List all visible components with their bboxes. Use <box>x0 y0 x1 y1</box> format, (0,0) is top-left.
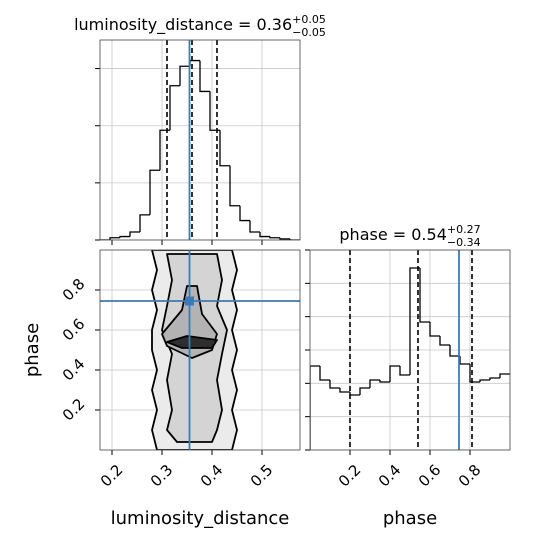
histogram-step <box>469 364 480 383</box>
histogram-step <box>109 237 120 240</box>
histogram-step <box>419 268 430 323</box>
title-main: phase = 0.54 <box>339 225 446 244</box>
histogram-step <box>139 214 150 232</box>
histogram-step <box>389 365 400 382</box>
x-tick-label: 0.2 <box>335 461 365 491</box>
contour <box>166 335 218 349</box>
grid <box>100 40 300 240</box>
frame <box>99 249 301 451</box>
panel-title: phase = 0.54+0.27 −0.34 <box>339 223 480 249</box>
y-tick-label: 0.2 <box>59 395 89 425</box>
histogram-step <box>329 380 340 389</box>
histogram-step <box>479 379 490 382</box>
histogram-step <box>379 380 390 383</box>
histogram-step <box>119 235 130 238</box>
histogram-step <box>239 205 250 222</box>
x-tick-label: 0.6 <box>415 461 445 491</box>
frame <box>99 39 301 241</box>
histogram-step <box>339 388 350 393</box>
histogram-step <box>489 377 500 380</box>
histogram-step <box>409 267 420 375</box>
y-tick-label: 0.6 <box>59 315 89 345</box>
plot-area <box>310 250 510 450</box>
title-main: luminosity_distance = 0.36 <box>74 15 292 35</box>
histogram-step <box>209 91 220 131</box>
histogram-step <box>449 345 460 357</box>
histogram-step <box>269 236 280 239</box>
histogram-step <box>319 366 330 381</box>
x-tick-label: 0.2 <box>97 461 127 491</box>
x-tick-label: 0.3 <box>147 461 177 491</box>
panel-title: luminosity_distance = 0.36+0.05 −0.05 <box>74 13 326 39</box>
plot-area <box>100 250 300 450</box>
histogram-step <box>129 231 140 237</box>
y-axis-label: phase <box>22 323 43 377</box>
histogram-step <box>179 65 190 86</box>
truth-marker <box>185 296 194 306</box>
histogram-step <box>349 392 360 396</box>
histogram-step <box>289 238 300 240</box>
histogram-step <box>249 220 260 233</box>
histogram-step <box>169 85 180 131</box>
x-axis-label: luminosity_distance <box>111 508 290 529</box>
y-tick-label: 0.4 <box>59 355 89 385</box>
y-tick-label: 0.8 <box>59 275 89 305</box>
title-sub: −0.05 <box>292 26 326 39</box>
plot-area <box>100 40 300 240</box>
panel: luminosity_distance = 0.36+0.05 −0.05 <box>74 13 326 245</box>
histogram-step <box>259 232 270 238</box>
histogram-step <box>279 237 290 240</box>
x-tick-label: 0.4 <box>375 461 405 491</box>
histogram-step <box>229 165 240 207</box>
x-tick-label: 0.4 <box>197 461 227 491</box>
title-sup: +0.05 <box>292 13 326 26</box>
histogram-step <box>369 379 380 388</box>
histogram-step <box>439 336 450 346</box>
panel: 0.2 0.4 0.6 0.8 phase = 0.54+0.27 −0.34 phase <box>305 223 511 529</box>
title-sup: +0.27 <box>447 223 481 236</box>
panel: 0.2 0.3 0.4 0.5 0.2 0.4 0.6 0.8 luminosity_dista… <box>22 249 301 529</box>
histogram-step <box>499 373 510 378</box>
x-axis-label: phase <box>383 508 437 529</box>
x-tick-label: 0.8 <box>455 461 485 491</box>
histogram-step <box>429 322 440 337</box>
frame <box>309 249 511 451</box>
histogram-step <box>199 60 210 93</box>
title-sub: −0.34 <box>447 236 481 249</box>
x-tick-label: 0.5 <box>247 461 277 491</box>
histogram-step <box>359 387 370 395</box>
histogram-step <box>219 130 230 167</box>
histogram-step <box>399 366 410 376</box>
histogram-step <box>459 356 470 365</box>
histogram-step <box>149 169 160 215</box>
histogram-step <box>159 129 170 171</box>
histogram-step <box>310 365 320 450</box>
